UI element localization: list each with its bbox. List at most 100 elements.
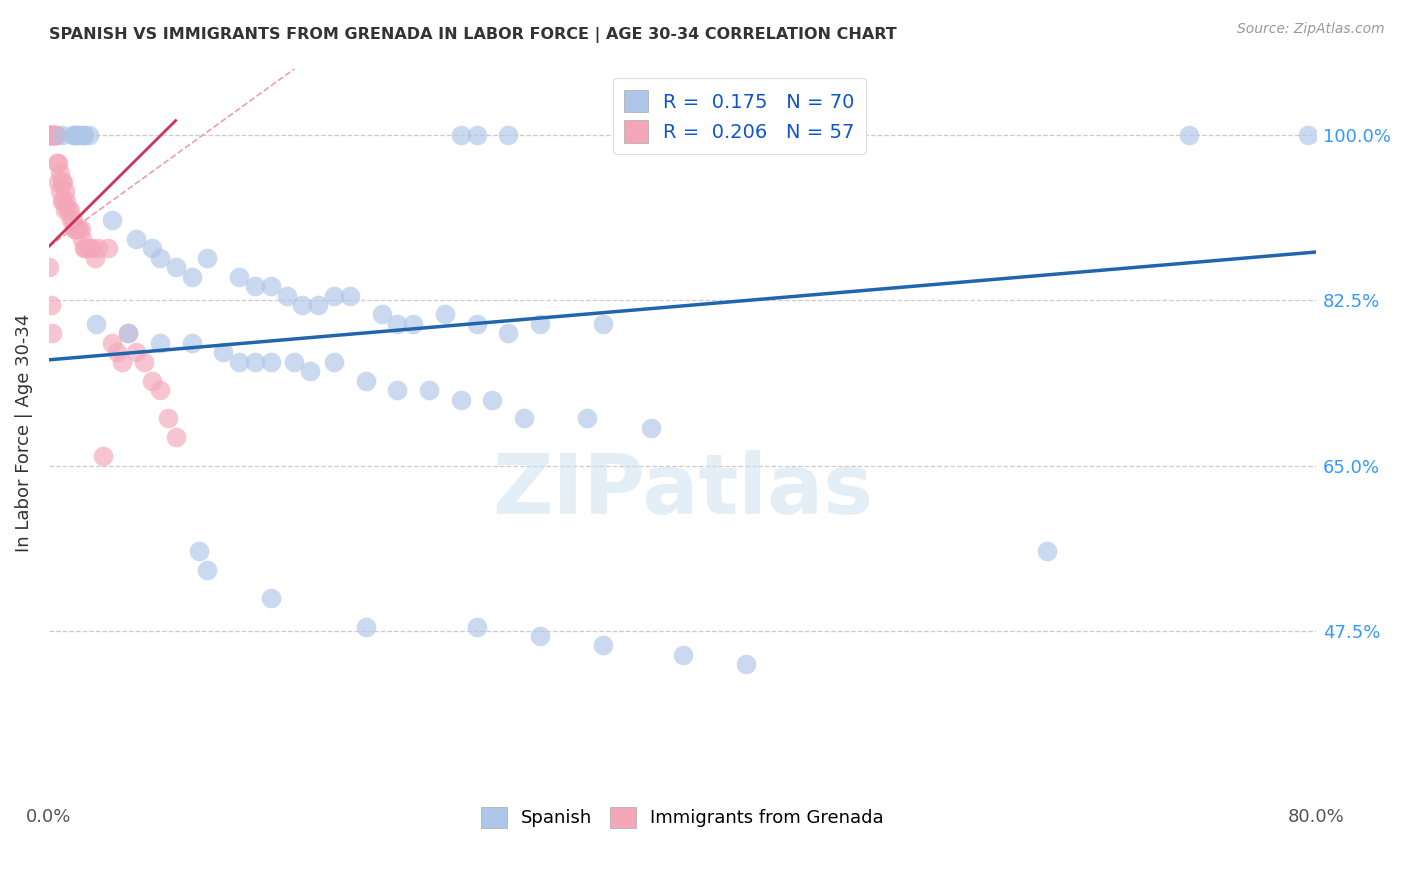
Point bbox=[38, 128, 60, 142]
Point bbox=[65, 128, 87, 142]
Point bbox=[55, 194, 77, 208]
Point bbox=[260, 355, 283, 369]
Point bbox=[83, 251, 105, 265]
Point bbox=[38, 128, 60, 142]
Point bbox=[387, 317, 409, 331]
Point bbox=[402, 317, 425, 331]
Point bbox=[339, 288, 361, 302]
Point bbox=[165, 430, 187, 444]
Point bbox=[125, 345, 148, 359]
Point bbox=[48, 175, 70, 189]
Point bbox=[91, 450, 114, 464]
Point bbox=[125, 232, 148, 246]
Point bbox=[465, 619, 488, 633]
Point bbox=[149, 335, 172, 350]
Text: ZIPatlas: ZIPatlas bbox=[492, 450, 873, 532]
Point bbox=[86, 317, 108, 331]
Point bbox=[67, 222, 90, 236]
Point bbox=[276, 288, 298, 302]
Point bbox=[44, 128, 66, 142]
Point bbox=[38, 128, 60, 142]
Y-axis label: In Labor Force | Age 30-34: In Labor Force | Age 30-34 bbox=[15, 313, 32, 552]
Point bbox=[49, 185, 72, 199]
Point bbox=[63, 128, 86, 142]
Point bbox=[38, 128, 60, 142]
Point bbox=[44, 128, 66, 142]
Point bbox=[53, 203, 76, 218]
Point bbox=[41, 326, 63, 341]
Point bbox=[80, 241, 103, 255]
Point bbox=[149, 383, 172, 397]
Point bbox=[465, 128, 488, 142]
Point bbox=[45, 156, 67, 170]
Point bbox=[323, 355, 346, 369]
Point bbox=[228, 269, 250, 284]
Point bbox=[53, 185, 76, 199]
Point bbox=[45, 128, 67, 142]
Point bbox=[77, 241, 100, 255]
Point bbox=[640, 421, 662, 435]
Point bbox=[101, 212, 124, 227]
Point bbox=[180, 269, 202, 284]
Point bbox=[38, 128, 60, 142]
Point bbox=[450, 128, 472, 142]
Text: Source: ZipAtlas.com: Source: ZipAtlas.com bbox=[1237, 22, 1385, 37]
Point bbox=[41, 128, 63, 142]
Point bbox=[39, 128, 62, 142]
Point bbox=[1296, 128, 1319, 142]
Point bbox=[734, 657, 756, 672]
Point bbox=[323, 288, 346, 302]
Point bbox=[70, 232, 93, 246]
Point bbox=[243, 279, 266, 293]
Point bbox=[56, 203, 79, 218]
Point bbox=[418, 383, 440, 397]
Point bbox=[592, 317, 614, 331]
Point bbox=[354, 374, 377, 388]
Point bbox=[498, 326, 520, 341]
Point bbox=[592, 639, 614, 653]
Point bbox=[42, 128, 65, 142]
Point bbox=[576, 411, 599, 425]
Point bbox=[62, 128, 84, 142]
Point bbox=[51, 128, 73, 142]
Point bbox=[283, 355, 305, 369]
Point bbox=[529, 317, 551, 331]
Point bbox=[42, 128, 65, 142]
Point bbox=[41, 128, 63, 142]
Point bbox=[307, 298, 329, 312]
Point bbox=[228, 355, 250, 369]
Point bbox=[370, 307, 392, 321]
Point bbox=[141, 241, 163, 255]
Point bbox=[52, 194, 75, 208]
Point bbox=[671, 648, 693, 662]
Point bbox=[66, 128, 89, 142]
Point bbox=[97, 241, 120, 255]
Legend: Spanish, Immigrants from Grenada: Spanish, Immigrants from Grenada bbox=[474, 800, 891, 835]
Point bbox=[87, 241, 110, 255]
Point bbox=[188, 544, 211, 558]
Point bbox=[195, 251, 218, 265]
Point bbox=[117, 326, 139, 341]
Point bbox=[60, 212, 83, 227]
Point bbox=[58, 203, 80, 218]
Point bbox=[450, 392, 472, 407]
Point bbox=[529, 629, 551, 643]
Point bbox=[433, 307, 456, 321]
Point bbox=[48, 156, 70, 170]
Point bbox=[481, 392, 503, 407]
Point bbox=[1178, 128, 1201, 142]
Point bbox=[354, 619, 377, 633]
Point bbox=[39, 298, 62, 312]
Point bbox=[101, 335, 124, 350]
Point bbox=[291, 298, 314, 312]
Point bbox=[243, 355, 266, 369]
Point bbox=[180, 335, 202, 350]
Point bbox=[62, 212, 84, 227]
Point bbox=[132, 355, 155, 369]
Point bbox=[513, 411, 536, 425]
Point bbox=[73, 128, 96, 142]
Point bbox=[141, 374, 163, 388]
Point bbox=[465, 317, 488, 331]
Point bbox=[73, 128, 96, 142]
Point bbox=[165, 260, 187, 274]
